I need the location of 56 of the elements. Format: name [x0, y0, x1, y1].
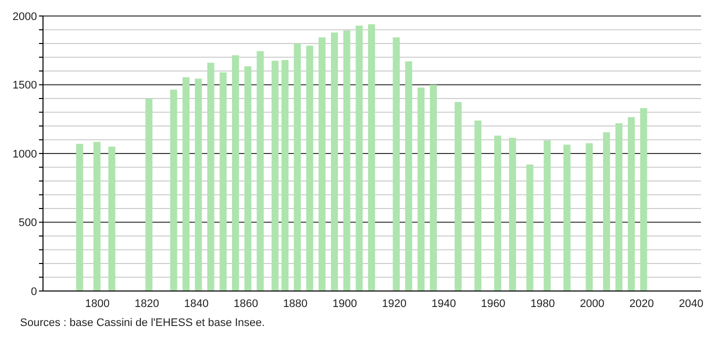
bar — [392, 37, 400, 291]
y-tick-label: 1000 — [12, 148, 37, 160]
bar — [207, 62, 214, 291]
bar — [170, 90, 178, 291]
bar — [343, 30, 350, 291]
x-tick-label: 1820 — [134, 298, 160, 310]
x-tick-label: 1880 — [283, 298, 308, 310]
bar — [108, 146, 116, 291]
source-note: Sources : base Cassini de l'EHESS et base Insee. — [20, 317, 266, 329]
x-tick-label: 1860 — [234, 298, 258, 310]
x-tick-label: 1960 — [480, 298, 506, 310]
bar — [509, 138, 516, 291]
bar — [232, 55, 239, 291]
bar — [628, 117, 635, 291]
bar — [272, 60, 279, 291]
bar — [93, 142, 100, 291]
bar — [194, 78, 202, 291]
x-tick-label: 2000 — [580, 298, 604, 310]
y-tick-label: 500 — [18, 217, 37, 230]
x-tick-label: 2020 — [629, 298, 654, 310]
x-tick-label: 1980 — [530, 298, 555, 310]
bar — [318, 37, 326, 291]
bar — [294, 44, 301, 291]
bar — [330, 32, 338, 291]
x-tick-label: 1940 — [431, 298, 456, 310]
bar — [256, 51, 264, 291]
bar — [563, 144, 570, 291]
bar — [405, 61, 412, 291]
bar — [306, 46, 314, 291]
bar — [640, 108, 648, 291]
bar — [474, 120, 482, 291]
bar — [494, 136, 502, 291]
y-tick-label: 1500 — [12, 80, 37, 92]
bar — [220, 72, 227, 291]
bar — [418, 88, 425, 291]
x-tick-label: 1840 — [184, 298, 209, 310]
bar — [615, 123, 622, 291]
bar — [430, 84, 437, 291]
bar — [281, 60, 288, 291]
bar — [526, 164, 534, 291]
x-tick-label: 1800 — [85, 298, 110, 310]
bar — [244, 66, 252, 291]
x-tick-label: 1920 — [382, 298, 407, 310]
bar — [145, 98, 152, 291]
x-tick-label: 2040 — [678, 298, 704, 310]
bar — [454, 102, 462, 291]
bar — [544, 140, 551, 291]
bar — [603, 132, 610, 291]
bar — [182, 77, 190, 291]
y-tick-label: 2000 — [12, 10, 37, 23]
bar — [356, 26, 363, 291]
y-tick-label: 0 — [30, 286, 37, 298]
bar — [586, 143, 593, 291]
x-tick-label: 1900 — [332, 298, 358, 310]
bar — [368, 24, 376, 291]
bar — [76, 144, 84, 291]
